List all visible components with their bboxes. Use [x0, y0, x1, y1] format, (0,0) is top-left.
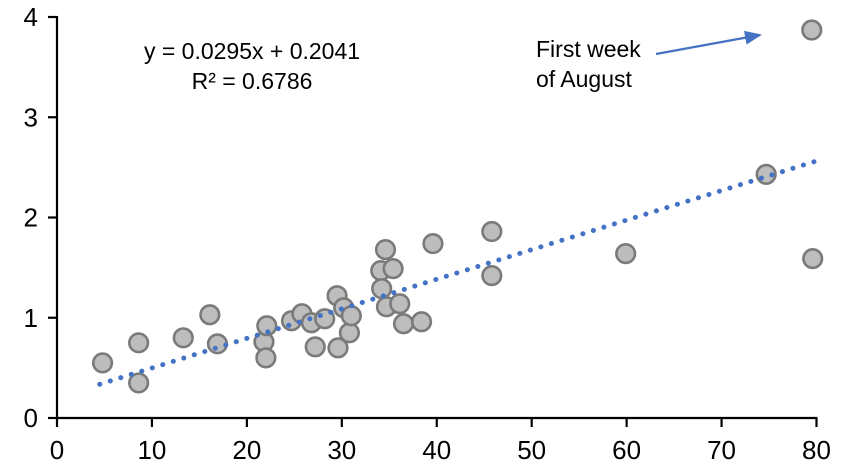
x-tick-label: 0 — [50, 435, 64, 465]
x-tick-label: 80 — [802, 435, 831, 465]
equation-line1: y = 0.0295x + 0.2041 — [143, 38, 361, 64]
data-point — [91, 352, 114, 374]
annotation-line2: of August — [536, 66, 632, 92]
data-point — [801, 19, 823, 41]
y-tick-label: 3 — [24, 102, 38, 132]
data-point — [374, 238, 397, 261]
x-tick-label: 70 — [707, 435, 736, 465]
x-tick-label: 60 — [612, 435, 641, 465]
data-point — [392, 313, 415, 335]
data-point — [481, 265, 503, 287]
data-point — [389, 293, 411, 315]
data-point — [340, 305, 362, 327]
data-point — [382, 258, 404, 280]
data-point — [172, 327, 194, 349]
equation-line2: R² = 0.6786 — [191, 68, 313, 94]
data-point — [802, 248, 824, 270]
trendline — [97, 158, 819, 387]
data-point — [410, 311, 433, 333]
data-point — [255, 347, 277, 369]
data-point — [199, 304, 221, 326]
data-point — [256, 315, 278, 337]
data-point — [481, 220, 503, 243]
x-tick-label: 50 — [517, 435, 546, 465]
annotation-line1: First week — [536, 36, 641, 62]
annotation-label: First week of August — [536, 34, 641, 94]
x-tick-label: 20 — [232, 435, 261, 465]
trendline-equation: y = 0.0295x + 0.2041 R² = 0.6786 — [128, 36, 376, 96]
data-point — [128, 372, 150, 394]
y-tick-label: 0 — [24, 403, 38, 433]
data-point — [615, 242, 637, 265]
y-tick-label: 4 — [24, 2, 38, 32]
y-tick-label: 1 — [24, 303, 38, 333]
data-point — [304, 336, 326, 358]
x-tick-label: 30 — [327, 435, 356, 465]
annotation-arrow — [655, 30, 762, 56]
x-tick-label: 10 — [137, 435, 166, 465]
x-tick-label: 40 — [422, 435, 451, 465]
data-point — [338, 322, 361, 344]
data-point — [128, 332, 150, 354]
data-point — [422, 232, 444, 255]
data-point — [327, 337, 349, 359]
y-tick-label: 2 — [24, 203, 38, 233]
